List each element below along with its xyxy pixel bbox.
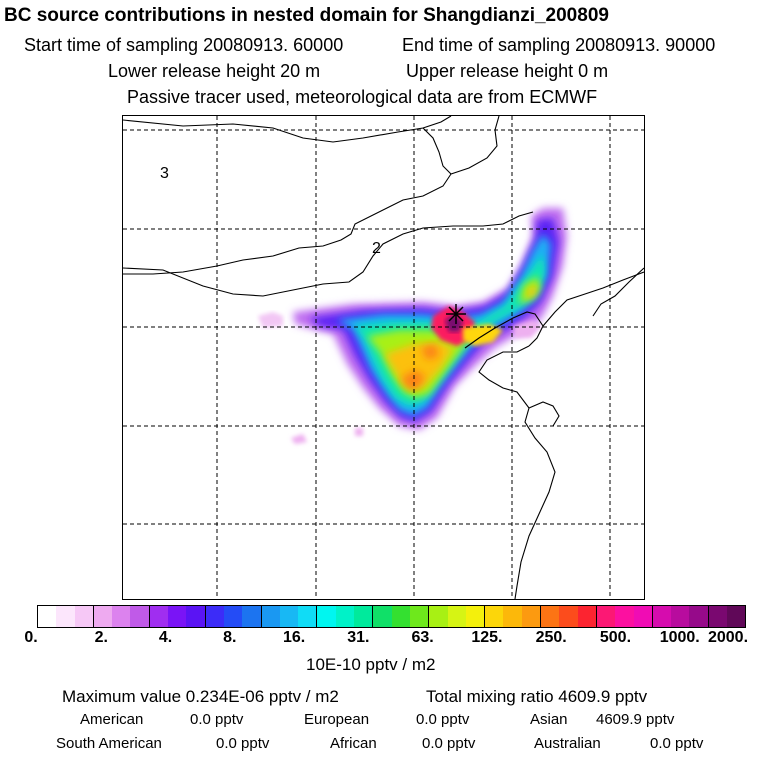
color-scale-segment bbox=[596, 606, 616, 627]
color-scale-tick-label: 8. bbox=[223, 629, 237, 646]
american-label: American bbox=[80, 711, 144, 728]
south-american-value: 0.0 pptv bbox=[216, 735, 270, 752]
color-scale-segment bbox=[633, 606, 653, 627]
color-scale-ticks: 0. 2. 4. 8. 16. 31. 63. 125. 250. 500. 1000. 2000. bbox=[0, 629, 768, 649]
color-scale-segment bbox=[335, 606, 355, 627]
map-panel: 3 2 bbox=[122, 115, 645, 600]
receptor-marker bbox=[446, 304, 466, 324]
african-value: 0.0 pptv bbox=[422, 735, 476, 752]
color-scale-segment bbox=[726, 606, 746, 627]
color-scale-segment bbox=[242, 606, 262, 627]
color-scale-segment bbox=[38, 606, 57, 627]
upper-release-label: Upper release height 0 m bbox=[406, 61, 609, 81]
color-scale-segment bbox=[56, 606, 75, 627]
color-scale-segment bbox=[429, 606, 448, 627]
max-value-label: Maximum value 0.234E-06 pptv / m2 bbox=[62, 687, 339, 706]
map-title: BC source contributions in nested domain… bbox=[4, 5, 609, 26]
color-scale-segment bbox=[373, 606, 392, 627]
tracer-info-label: Passive tracer used, meteorological data… bbox=[127, 87, 598, 107]
color-scale-segment bbox=[279, 606, 299, 627]
color-scale-segment bbox=[168, 606, 187, 627]
asian-value: 4609.9 pptv bbox=[596, 711, 675, 728]
region-label-2: 2 bbox=[372, 240, 381, 257]
color-scale-segment bbox=[689, 606, 709, 627]
color-scale-segment bbox=[465, 606, 486, 627]
color-scale-tick-label: 16. bbox=[282, 629, 306, 646]
color-scale-segment bbox=[93, 606, 113, 627]
total-mixing-label: Total mixing ratio 4609.9 pptv bbox=[426, 687, 648, 706]
color-scale-segment bbox=[541, 606, 560, 627]
color-scale-bar bbox=[37, 605, 746, 628]
color-scale-segment bbox=[521, 606, 542, 627]
asian-label: Asian bbox=[530, 711, 568, 728]
american-value: 0.0 pptv bbox=[190, 711, 244, 728]
coastlines bbox=[123, 116, 644, 599]
color-scale-segment bbox=[223, 606, 243, 627]
color-scale-segment bbox=[577, 606, 597, 627]
european-value: 0.0 pptv bbox=[416, 711, 470, 728]
color-scale-segment bbox=[317, 606, 336, 627]
color-scale-segment bbox=[503, 606, 522, 627]
color-scale-segment bbox=[447, 606, 466, 627]
color-scale-segment bbox=[652, 606, 672, 627]
color-scale-segment bbox=[149, 606, 169, 627]
color-scale-segment bbox=[671, 606, 690, 627]
color-scale-tick-label: 31. bbox=[347, 629, 370, 646]
color-scale-segment bbox=[354, 606, 374, 627]
color-scale-tick-label: 63. bbox=[411, 629, 434, 646]
color-scale-segment bbox=[409, 606, 430, 627]
european-label: European bbox=[304, 711, 370, 728]
color-scale-tick-label: 0. bbox=[24, 629, 38, 646]
color-scale-segment bbox=[559, 606, 578, 627]
color-scale-tick-label: 500. bbox=[599, 629, 632, 646]
color-scale-segment bbox=[186, 606, 206, 627]
australian-value: 0.0 pptv bbox=[650, 735, 704, 752]
color-scale-tick-label: 250. bbox=[535, 629, 567, 646]
color-scale-segment bbox=[391, 606, 410, 627]
lower-release-label: Lower release height 20 m bbox=[108, 61, 321, 81]
south-american-label: South American bbox=[56, 735, 162, 752]
start-time-label: Start time of sampling 20080913. 60000 bbox=[24, 35, 344, 55]
color-scale-segment bbox=[485, 606, 504, 627]
color-scale-tick-label: 2000. bbox=[707, 629, 749, 646]
lat-lon-grid bbox=[123, 116, 644, 599]
color-scale-segment bbox=[205, 606, 224, 627]
color-scale-segment bbox=[298, 606, 318, 627]
color-scale-tick-label: 4. bbox=[158, 629, 173, 646]
color-scale-segment bbox=[708, 606, 727, 627]
african-label: African bbox=[330, 735, 377, 752]
color-scale-tick-label: 1000. bbox=[659, 629, 700, 646]
color-scale-tick-label: 125. bbox=[471, 629, 503, 646]
color-scale-units: 10E-10 pptv / m2 bbox=[306, 655, 436, 674]
map-svg: 3 2 bbox=[123, 116, 644, 599]
color-scale-tick-label: 2. bbox=[94, 629, 108, 646]
color-scale-segment bbox=[112, 606, 131, 627]
region-label-3: 3 bbox=[160, 165, 169, 182]
color-scale-segment bbox=[130, 606, 150, 627]
australian-label: Australian bbox=[534, 735, 601, 752]
color-scale-segment bbox=[615, 606, 634, 627]
end-time-label: End time of sampling 20080913. 90000 bbox=[402, 35, 716, 55]
concentration-plume bbox=[258, 208, 567, 444]
color-scale-segment bbox=[261, 606, 280, 627]
color-scale-segment bbox=[74, 606, 94, 627]
